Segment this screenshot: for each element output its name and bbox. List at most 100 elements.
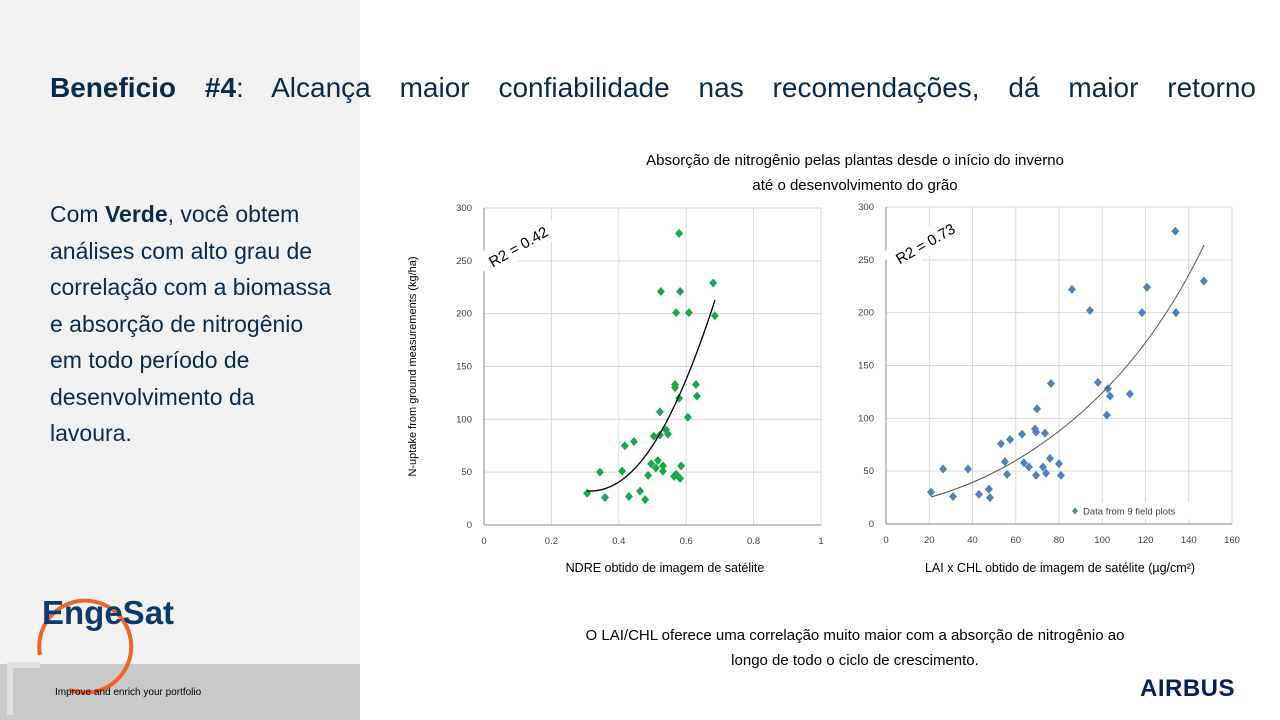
point — [1042, 468, 1051, 478]
side-panel — [0, 0, 360, 720]
y-tick-label: 0 — [869, 519, 874, 530]
point — [963, 464, 972, 474]
x-axis-title: LAI x CHL obtido de imagem de satélite (… — [924, 561, 1196, 575]
body-before: Com — [50, 201, 105, 227]
x-tick-label: 0.4 — [612, 536, 625, 547]
point — [949, 492, 958, 502]
point — [636, 486, 645, 496]
point — [676, 474, 685, 484]
point — [1032, 404, 1041, 414]
point — [583, 488, 592, 498]
annotation: R2 = 0.73 — [882, 210, 968, 276]
x-tick-label: 100 — [1094, 535, 1110, 546]
point — [651, 463, 660, 473]
footer-text: Improve and enrich your portfolio — [55, 687, 202, 698]
footer-bar — [0, 664, 360, 720]
point — [1103, 384, 1112, 394]
point — [997, 439, 1006, 449]
point — [1171, 308, 1180, 318]
point — [1199, 276, 1208, 286]
point — [1056, 470, 1065, 480]
x-tick-label: 60 — [1010, 535, 1021, 546]
point — [653, 456, 662, 466]
point — [709, 278, 718, 288]
point — [1171, 226, 1180, 236]
trend-line — [930, 244, 1205, 498]
annotation-box — [882, 210, 968, 276]
point — [649, 431, 658, 441]
point — [691, 379, 700, 389]
heading-bold: Beneficio #4 — [50, 72, 237, 103]
point — [644, 470, 653, 480]
annotation-box — [475, 213, 561, 279]
point — [1032, 427, 1041, 437]
x-tick-label: 40 — [967, 535, 978, 546]
point — [618, 466, 627, 476]
trend-line — [586, 299, 716, 492]
legend-box — [1067, 502, 1192, 519]
y-tick-label: 200 — [456, 309, 472, 320]
heading-rest: : Alcança maior confiabilidade nas recom… — [236, 72, 1256, 103]
point — [1032, 470, 1041, 480]
y-tick-label: 0 — [467, 520, 472, 531]
legend-marker — [1072, 507, 1078, 515]
point — [671, 383, 680, 393]
point — [1018, 429, 1027, 439]
point — [624, 491, 633, 501]
body-bold: Verde — [104, 201, 168, 227]
point — [672, 308, 681, 318]
point — [675, 228, 684, 238]
x-tick-label: 0 — [481, 536, 486, 547]
x-tick-label: 80 — [1054, 535, 1065, 546]
point — [677, 461, 686, 471]
point — [1003, 469, 1012, 479]
point — [1046, 378, 1055, 388]
point — [1038, 462, 1047, 472]
point — [1006, 434, 1015, 444]
point — [595, 467, 604, 477]
logo-arc — [37, 598, 134, 695]
y-tick-label: 250 — [858, 255, 874, 266]
heading: Beneficio #4: Alcança maior confiabilida… — [50, 72, 1256, 104]
y-axis-title: N-uptake from ground measurements (kg/ha… — [407, 256, 419, 476]
point — [1106, 391, 1115, 401]
point — [655, 407, 664, 417]
y-tick-label: 100 — [858, 413, 874, 424]
point — [1045, 453, 1054, 463]
x-axis-title: NDRE obtido de imagem de satélite — [565, 561, 765, 575]
point — [1055, 459, 1063, 469]
point — [1085, 306, 1094, 316]
point — [974, 489, 983, 499]
point — [1067, 284, 1076, 294]
y-tick-label: 300 — [858, 202, 874, 213]
point — [641, 495, 650, 505]
point — [939, 464, 948, 474]
y-tick-label: 50 — [863, 466, 874, 477]
x-tick-label: 20 — [924, 535, 935, 546]
figure-title: Absorção de nitrogênio pelas plantas des… — [646, 152, 1064, 194]
y-tick-label: 250 — [456, 256, 472, 267]
brand: AIRBUS — [1140, 675, 1236, 702]
point — [658, 466, 667, 476]
point — [710, 311, 719, 321]
point — [683, 412, 692, 422]
x-tick-label: 140 — [1181, 535, 1197, 546]
logo-text: EngeSat — [42, 594, 175, 631]
point — [600, 493, 609, 503]
logo-shape — [7, 662, 40, 715]
point — [1125, 389, 1134, 399]
point — [692, 391, 701, 401]
point — [1000, 457, 1009, 467]
legend-label: Data from 9 field plots — [1083, 507, 1176, 518]
y-tick-label: 300 — [456, 203, 472, 214]
y-tick-label: 50 — [461, 467, 472, 478]
point — [664, 429, 673, 439]
point — [647, 459, 656, 469]
caption: O LAI/CHL oferece uma correlação muito m… — [585, 627, 1125, 669]
x-tick-label: 0.2 — [545, 536, 558, 547]
y-tick-label: 200 — [858, 308, 874, 319]
x-tick-label: 0 — [883, 535, 888, 546]
x-tick-label: 1 — [818, 536, 823, 547]
